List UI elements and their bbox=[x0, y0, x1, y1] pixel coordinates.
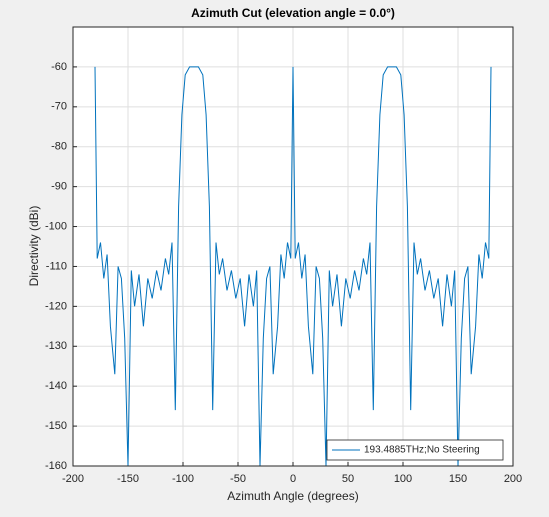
y-tick-label: -90 bbox=[51, 181, 67, 193]
x-tick-label: -50 bbox=[230, 473, 246, 485]
y-tick-label: -70 bbox=[51, 101, 67, 113]
x-tick-label: 50 bbox=[342, 473, 354, 485]
x-tick-label: 100 bbox=[394, 473, 412, 485]
y-tick-label: -150 bbox=[45, 420, 67, 432]
data-line bbox=[94, 66, 492, 466]
y-tick-label: -60 bbox=[51, 61, 67, 73]
y-axis-label: Directivity (dBi) bbox=[27, 206, 41, 287]
x-tick-label: 0 bbox=[290, 473, 296, 485]
x-tick-label: 150 bbox=[449, 473, 467, 485]
x-tick-label: -200 bbox=[62, 473, 84, 485]
legend-box bbox=[326, 439, 504, 461]
y-tick-label: -100 bbox=[45, 220, 67, 232]
x-tick-label: -100 bbox=[172, 473, 194, 485]
y-tick-label: -80 bbox=[51, 141, 67, 153]
x-tick-label: 200 bbox=[504, 473, 522, 485]
y-tick-label: -120 bbox=[45, 300, 67, 312]
x-axis-label: Azimuth Angle (degrees) bbox=[227, 489, 358, 503]
y-tick-label: -130 bbox=[45, 340, 67, 352]
legend-label: 193.4885THz;No Steering bbox=[364, 445, 480, 456]
y-tick-label: -110 bbox=[46, 260, 67, 272]
axes-box bbox=[72, 26, 514, 467]
x-tick-label: -150 bbox=[117, 473, 139, 485]
y-tick-label: -160 bbox=[45, 460, 67, 472]
y-tick-label: -140 bbox=[45, 380, 67, 392]
chart-title: Azimuth Cut (elevation angle = 0.0°) bbox=[191, 6, 395, 20]
